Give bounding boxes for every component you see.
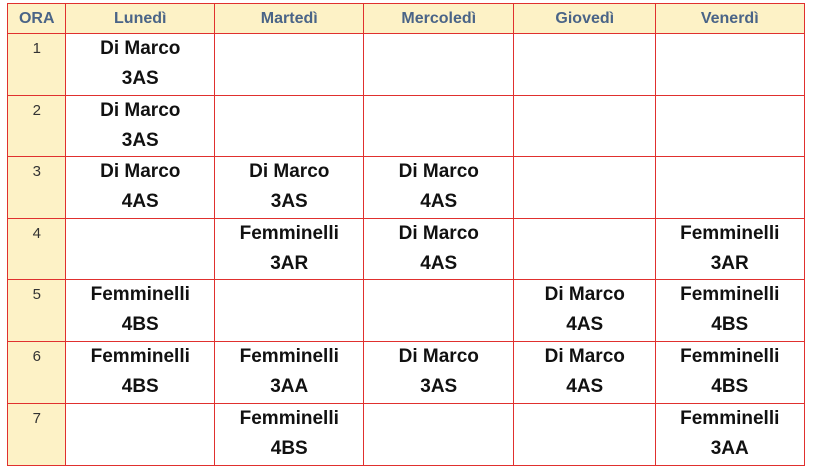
teacher-name: Di Marco: [544, 346, 625, 367]
teacher-name: Femminelli: [680, 346, 780, 367]
class-name: 4BS: [121, 314, 159, 336]
class-name: 4AS: [420, 191, 458, 213]
class-name: 3AA: [270, 376, 309, 397]
lesson-cell: [65, 217, 216, 281]
lesson-cell: [513, 33, 657, 97]
lesson-cell: Femminelli 3AR: [214, 217, 365, 281]
teacher-name: Femminelli: [239, 346, 339, 367]
teacher-name: Di Marco: [249, 161, 330, 183]
lesson-cell: [655, 94, 805, 158]
lesson-cell: [513, 94, 657, 158]
lesson-cell: [214, 94, 365, 158]
teacher-name: Di Marco: [398, 222, 479, 244]
teacher-name: Di Marco: [100, 38, 181, 59]
class-name: 3AS: [270, 191, 308, 213]
teacher-name: Femminelli: [239, 222, 339, 244]
lesson-cell: [513, 217, 657, 281]
lesson-cell: Di Marco 4AS: [65, 156, 216, 220]
lesson-cell: Femminelli 3AA: [655, 402, 805, 466]
class-name: 3AR: [270, 252, 309, 274]
hour-cell: 4: [7, 217, 67, 281]
header-cell: Mercoledì: [363, 3, 515, 35]
class-name: 4AS: [566, 376, 604, 397]
lesson-cell: [65, 402, 216, 466]
class-name: 3AS: [121, 129, 159, 151]
header-cell: Martedì: [214, 3, 365, 35]
lesson-cell: [513, 402, 657, 466]
lesson-cell: Femminelli 4BS: [655, 341, 805, 405]
lesson-cell: [655, 33, 805, 97]
teacher-name: Di Marco: [544, 284, 625, 306]
lesson-cell: Femminelli 4BS: [214, 402, 365, 466]
teacher-name: Femminelli: [680, 222, 780, 244]
lesson-cell: [363, 279, 515, 343]
teacher-name: Femminelli: [90, 284, 190, 306]
teacher-name: Di Marco: [398, 161, 479, 183]
lesson-cell: Femminelli 3AR: [655, 217, 805, 281]
lesson-cell: Femminelli 4BS: [65, 341, 216, 405]
class-name: 3AA: [710, 437, 749, 459]
lesson-cell: [655, 156, 805, 220]
class-name: 4BS: [270, 437, 308, 459]
lesson-cell: Di Marco 4AS: [513, 279, 657, 343]
lesson-cell: Femminelli 4BS: [655, 279, 805, 343]
class-name: 4BS: [121, 376, 159, 397]
teacher-name: Di Marco: [100, 161, 181, 183]
lesson-cell: [513, 156, 657, 220]
header-cell: Venerdì: [655, 3, 805, 35]
lesson-cell: Di Marco 3AS: [363, 341, 515, 405]
teacher-name: Di Marco: [398, 346, 479, 367]
header-cell: Lunedì: [65, 3, 216, 35]
class-name: 4AS: [121, 191, 159, 213]
teacher-name: Di Marco: [100, 99, 181, 121]
class-name: 4AS: [420, 252, 458, 274]
lesson-cell: [363, 402, 515, 466]
lesson-cell: [363, 33, 515, 97]
lesson-cell: [214, 279, 365, 343]
hour-cell: 5: [7, 279, 67, 343]
class-name: 3AS: [121, 68, 159, 89]
lesson-cell: Di Marco 3AS: [214, 156, 365, 220]
hour-cell: 2: [7, 94, 67, 158]
lesson-cell: Di Marco 3AS: [65, 94, 216, 158]
teacher-name: Femminelli: [680, 284, 780, 306]
lesson-cell: Di Marco 4AS: [363, 156, 515, 220]
lesson-cell: Di Marco 3AS: [65, 33, 216, 97]
class-name: 3AS: [420, 376, 458, 397]
lesson-cell: Femminelli 4BS: [65, 279, 216, 343]
teacher-name: Femminelli: [239, 407, 339, 429]
class-name: 4BS: [711, 314, 749, 336]
hour-cell: 1: [7, 33, 67, 97]
lesson-cell: Di Marco 4AS: [513, 341, 657, 405]
lesson-cell: Femminelli 3AA: [214, 341, 365, 405]
hour-cell: 3: [7, 156, 67, 220]
hour-cell: 6: [7, 341, 67, 405]
class-name: 4BS: [711, 376, 749, 397]
lesson-cell: Di Marco 4AS: [363, 217, 515, 281]
lesson-cell: [214, 33, 365, 97]
class-name: 4AS: [566, 314, 604, 336]
header-cell: ORA: [7, 3, 67, 35]
lesson-cell: [363, 94, 515, 158]
hour-cell: 7: [7, 402, 67, 466]
teacher-name: Femminelli: [680, 407, 780, 429]
header-cell: Giovedì: [513, 3, 657, 35]
class-name: 3AR: [710, 252, 749, 274]
teacher-name: Femminelli: [90, 346, 190, 367]
